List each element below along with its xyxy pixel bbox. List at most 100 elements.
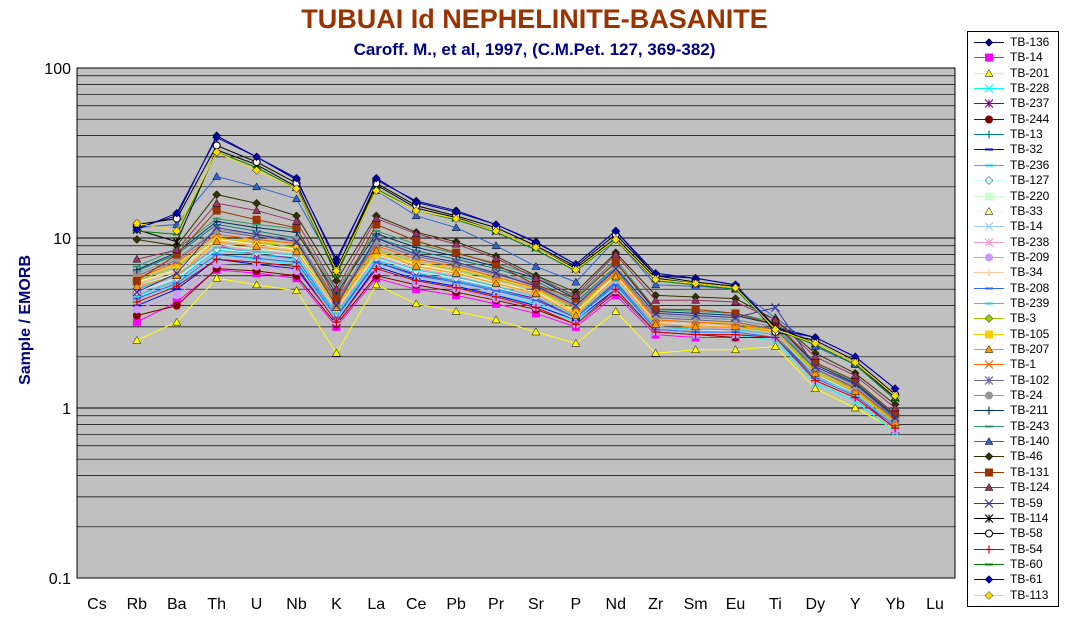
data-point [252,229,262,239]
data-point [132,281,142,290]
data-point [571,290,581,299]
legend-label: TB-244 [1010,111,1050,126]
data-point [292,184,301,194]
legend-label: TB-3 [1010,311,1037,326]
legend-symbol [974,452,1004,462]
data-point [132,235,142,244]
data-point [691,295,701,304]
data-point [491,315,501,324]
legend-symbol [974,483,1004,491]
legend-item: TB-32 [972,142,1058,157]
data-point [132,225,142,234]
legend-label: TB-238 [1010,234,1050,249]
series-line [136,258,896,429]
data-point [691,330,700,339]
data-point [292,286,301,294]
y-tick-label: 0.1 [49,571,71,588]
legend-symbol [974,563,1004,566]
legend-label: TB-228 [1010,81,1050,96]
legend-marker [985,53,993,62]
chart-title: TUBUAI Id NEPHELINITE-BASANITE [301,4,768,34]
x-tick-label: Nd [606,596,626,613]
data-point [491,253,501,262]
legend-item: TB-211 [972,403,1058,418]
data-point [451,279,461,288]
legend-label: TB-114 [1010,510,1049,525]
x-tick-label: La [367,596,385,613]
legend-item: TB-24 [972,388,1058,403]
legend-marker [984,176,994,185]
legend-item: TB-54 [972,542,1058,557]
legend-item: TB-209 [972,250,1058,265]
legend-item: TB-3 [972,311,1058,326]
x-tick-label: Eu [726,596,746,613]
legend-marker [984,590,994,600]
legend-marker [985,468,993,477]
y-tick-label: 100 [44,61,71,78]
data-point [252,242,262,250]
data-point [332,294,341,303]
data-point [731,297,740,306]
legend-label: TB-14 [1010,50,1043,65]
series-line [136,175,896,399]
legend-label: TB-243 [1010,418,1050,433]
x-tick-label: Th [207,596,226,613]
legend-item: TB-244 [972,112,1058,127]
data-point [172,291,181,300]
data-point [890,403,900,412]
data-point [771,333,780,342]
data-point [571,301,581,311]
legend-marker [984,84,994,93]
x-tick-label: Yb [885,596,905,613]
legend-item: TB-113 [972,588,1058,603]
data-point [731,313,740,323]
x-tick-label: Rb [127,596,148,613]
legend-symbol [974,314,1004,324]
data-point [452,283,461,292]
plot-area [76,67,956,579]
legend-item: TB-34 [972,265,1058,280]
legend-label: TB-105 [1010,326,1050,341]
data-point [451,306,461,315]
legend-symbol [974,115,1004,124]
legend-item: TB-46 [972,449,1058,464]
data-point [172,208,182,218]
legend-symbol [974,53,1004,62]
data-point [810,339,820,348]
y-tick-labels: 0.1 1 10 100 [44,61,71,588]
legend-symbol [974,575,1004,585]
data-point [491,226,501,236]
data-point [252,258,261,267]
legend-item: TB-131 [972,465,1058,480]
data-point [571,338,581,347]
legend-item: TB-237 [972,96,1058,111]
data-point [491,241,501,250]
legend-marker [985,330,993,339]
legend-item: TB-124 [972,480,1058,495]
data-point [571,311,581,319]
data-point [172,226,182,236]
legend-symbol [974,545,1004,554]
data-point [890,391,900,401]
legend-label: TB-113 [1010,587,1049,602]
data-point [412,237,421,246]
legend-item: TB-14 [972,50,1058,65]
data-point [411,250,421,259]
data-point [491,268,501,278]
legend-marker [985,253,993,262]
data-point [851,393,860,402]
data-point [172,268,182,278]
legend-item: TB-239 [972,296,1058,311]
series-line [136,227,896,418]
data-point [292,262,301,271]
legend-label: TB-236 [1010,157,1050,172]
x-tick-label: P [571,596,582,613]
legend-marker [984,498,994,508]
data-point [611,264,621,274]
legend-item: TB-13 [972,127,1058,142]
legend-symbol [974,425,1004,428]
series-line [136,151,896,397]
legend-item: TB-228 [972,81,1058,96]
x-tick-label: Ba [167,596,187,613]
data-point [172,245,182,254]
